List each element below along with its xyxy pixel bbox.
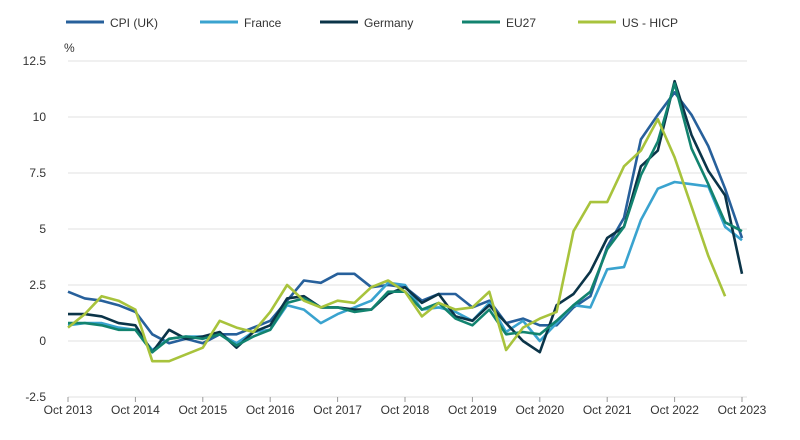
x-tick-label: Oct 2013 — [44, 403, 93, 417]
y-axis-unit-label: % — [64, 41, 75, 55]
legend-label: Germany — [364, 16, 413, 30]
x-tick-label: Oct 2018 — [381, 403, 430, 417]
x-tick-label: Oct 2023 — [718, 403, 767, 417]
x-tick-label: Oct 2022 — [650, 403, 699, 417]
legend-item: CPI (UK) — [66, 16, 158, 30]
x-tick-label: Oct 2017 — [313, 403, 362, 417]
x-tick-label: Oct 2015 — [178, 403, 227, 417]
legend-item: Germany — [320, 16, 413, 30]
y-tick-label: -2.5 — [25, 390, 46, 404]
series-lines — [67, 79, 744, 363]
x-tick-label: Oct 2014 — [111, 403, 160, 417]
y-tick-label: 10 — [33, 110, 47, 124]
x-tick-label: Oct 2020 — [515, 403, 564, 417]
legend-label: EU27 — [506, 16, 536, 30]
series-line-france — [67, 180, 743, 352]
y-tick-label: 2.5 — [29, 278, 46, 292]
legend-item: US - HICP — [578, 16, 678, 30]
legend-label: US - HICP — [622, 16, 678, 30]
y-tick-label: 7.5 — [29, 166, 46, 180]
series-line-us-hicp — [67, 117, 727, 363]
x-tick-label: Oct 2016 — [246, 403, 295, 417]
legend-label: France — [244, 16, 282, 30]
legend-label: CPI (UK) — [110, 16, 158, 30]
gridlines — [68, 60, 747, 398]
x-tick-label: Oct 2019 — [448, 403, 497, 417]
x-axis: Oct 2013 Oct 2014 Oct 2015 Oct 2016 Oct 2017… — [44, 397, 767, 417]
y-tick-label: 5 — [39, 222, 46, 236]
series-line-germany — [68, 79, 744, 354]
legend: CPI (UK) France Germany EU27 US - HICP — [66, 16, 678, 30]
legend-item: France — [200, 16, 282, 30]
legend-item: EU27 — [462, 16, 536, 30]
y-tick-label: 12.5 — [23, 54, 47, 68]
x-tick-label: Oct 2021 — [583, 403, 632, 417]
y-axis: -2.5 0 2.5 5 7.5 10 12.5 — [23, 54, 47, 404]
y-tick-label: 0 — [39, 334, 46, 348]
